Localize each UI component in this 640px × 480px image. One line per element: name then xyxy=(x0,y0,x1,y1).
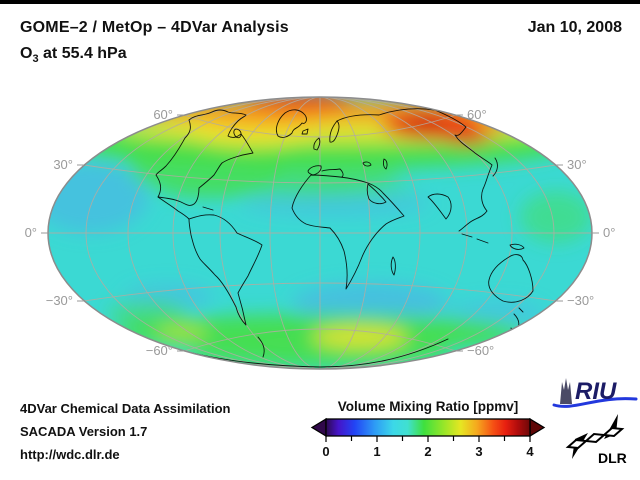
colorbar-ticks xyxy=(325,436,531,442)
colorbar-tick-0: 0 xyxy=(322,444,329,459)
lat-label-60s-right: −60° xyxy=(467,343,494,358)
colorbar-tick-4: 4 xyxy=(526,444,534,459)
colorbar: Volume Mixing Ratio [ppmv] 0 1 2 3 4 xyxy=(310,399,546,459)
species-subscript: 3 xyxy=(32,53,39,66)
colorbar-tick-1: 1 xyxy=(373,444,380,459)
pressure-level: at 55.4 hPa xyxy=(38,45,127,62)
lat-label-30n-right: 30° xyxy=(567,157,587,172)
latitude-ticks xyxy=(41,114,599,352)
lat-label-60n-right: 60° xyxy=(467,107,487,122)
riu-logo: RIU xyxy=(552,378,638,408)
footer-line-assimilation: 4DVar Chemical Data Assimilation xyxy=(20,401,231,416)
colorbar-tick-3: 3 xyxy=(475,444,482,459)
colorbar-left-arrow xyxy=(310,417,327,438)
lat-label-60s-left: −60° xyxy=(146,343,173,358)
colorbar-right-arrow xyxy=(529,417,546,438)
lat-label-30s-left: −30° xyxy=(46,293,73,308)
top-border-bar xyxy=(0,0,640,4)
colorbar-gradient xyxy=(325,418,531,437)
dlr-emblem-icon xyxy=(565,414,625,459)
species-symbol: O xyxy=(20,45,33,62)
colorbar-tick-2: 2 xyxy=(424,444,431,459)
colorbar-title: Volume Mixing Ratio [ppmv] xyxy=(338,399,519,414)
colorbar-tick-labels: 0 1 2 3 4 xyxy=(322,444,534,459)
lat-label-30s-right: −30° xyxy=(567,293,594,308)
analysis-date: Jan 10, 2008 xyxy=(527,19,622,36)
riu-wave-icon xyxy=(552,397,638,408)
latitude-labels: 60° 30° 0° −30° −60° 60° 30° 0° −30° −60… xyxy=(25,107,616,358)
page-title: GOME–2 / MetOp – 4DVar Analysis xyxy=(20,19,289,36)
dlr-logo: DLR xyxy=(565,414,627,466)
lat-label-60n-left: 60° xyxy=(153,107,173,122)
ozone-field xyxy=(48,97,592,369)
riu-logo-text: RIU xyxy=(575,378,617,405)
footer-line-url: http://wdc.dlr.de xyxy=(20,447,120,462)
cathedral-icon xyxy=(560,378,572,404)
footer-line-version: SACADA Version 1.7 xyxy=(20,424,148,439)
lat-label-0-right: 0° xyxy=(603,225,615,240)
world-map: 60° 30° 0° −30° −60° 60° 30° 0° −30° −60… xyxy=(25,96,616,370)
lat-label-30n-left: 30° xyxy=(53,157,73,172)
lat-label-0-left: 0° xyxy=(25,225,37,240)
dlr-logo-text: DLR xyxy=(598,450,627,466)
species-level-subtitle: O3 at 55.4 hPa xyxy=(20,45,127,65)
